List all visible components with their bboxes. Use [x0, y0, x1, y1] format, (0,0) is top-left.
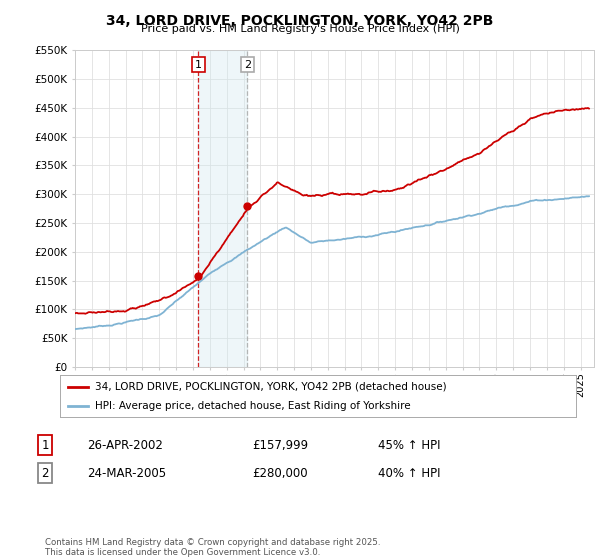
Text: 2: 2	[244, 59, 251, 69]
Text: 1: 1	[195, 59, 202, 69]
Text: 45% ↑ HPI: 45% ↑ HPI	[378, 438, 440, 452]
Text: 26-APR-2002: 26-APR-2002	[87, 438, 163, 452]
Text: 40% ↑ HPI: 40% ↑ HPI	[378, 466, 440, 480]
Text: 1: 1	[41, 438, 49, 452]
Text: Contains HM Land Registry data © Crown copyright and database right 2025.
This d: Contains HM Land Registry data © Crown c…	[45, 538, 380, 557]
Text: HPI: Average price, detached house, East Riding of Yorkshire: HPI: Average price, detached house, East…	[95, 401, 411, 411]
Text: £280,000: £280,000	[252, 466, 308, 480]
Text: 34, LORD DRIVE, POCKLINGTON, YORK, YO42 2PB (detached house): 34, LORD DRIVE, POCKLINGTON, YORK, YO42 …	[95, 381, 447, 391]
Text: 2: 2	[41, 466, 49, 480]
Text: £157,999: £157,999	[252, 438, 308, 452]
Text: 34, LORD DRIVE, POCKLINGTON, YORK, YO42 2PB: 34, LORD DRIVE, POCKLINGTON, YORK, YO42 …	[106, 14, 494, 28]
Bar	[199, 50, 247, 367]
Text: Price paid vs. HM Land Registry's House Price Index (HPI): Price paid vs. HM Land Registry's House …	[140, 24, 460, 34]
Text: 24-MAR-2005: 24-MAR-2005	[87, 466, 166, 480]
